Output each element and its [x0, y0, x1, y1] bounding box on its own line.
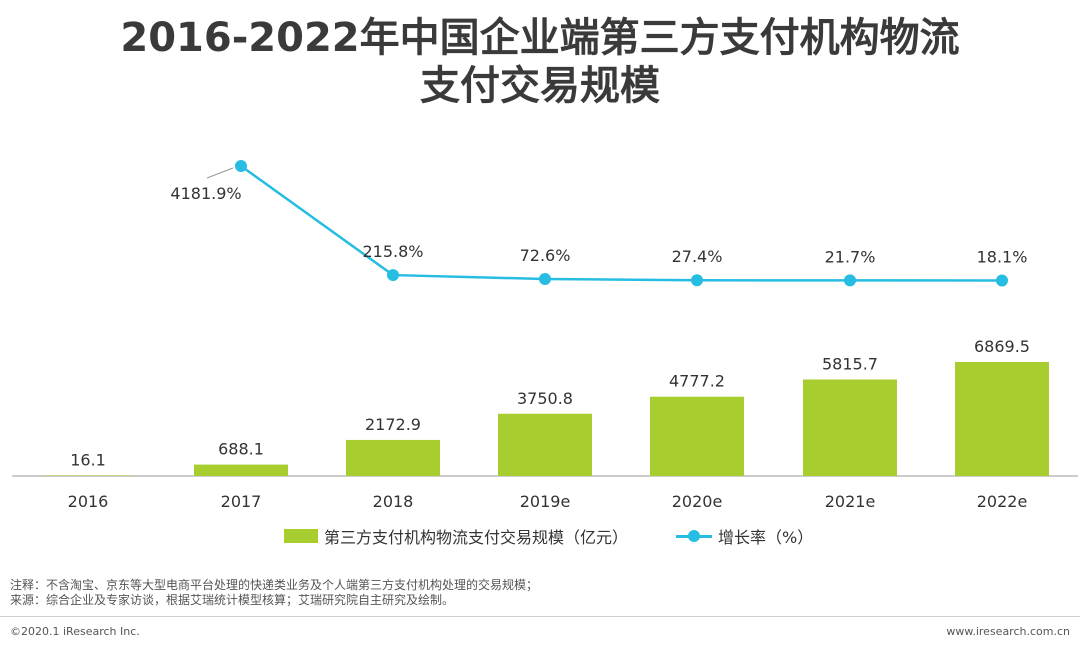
- growth-line: [240, 164, 1003, 282]
- x-tick-2022e: 2022e: [977, 492, 1028, 511]
- legend-swatch-line: [676, 529, 712, 543]
- x-tick-2019e: 2019e: [520, 492, 571, 511]
- x-tick-2018: 2018: [373, 492, 414, 511]
- legend-label-volume: 第三方支付机构物流支付交易规模（亿元）: [324, 528, 629, 547]
- growth-label-2020e: 27.4%: [672, 247, 723, 266]
- bar-label-2019e: 3750.8: [517, 389, 573, 408]
- growth-point-2022e: [996, 274, 1008, 287]
- bar-2016: [41, 475, 135, 476]
- legend-swatch-bar: [284, 529, 318, 543]
- bar-label-2018: 2172.9: [365, 415, 421, 434]
- growth-point-2017: [235, 160, 247, 172]
- bar-2021e: [803, 379, 897, 476]
- bar-label-2022e: 6869.5: [974, 337, 1030, 356]
- x-tick-2020e: 2020e: [672, 492, 723, 511]
- copyright: ©2020.1 iResearch Inc.: [10, 625, 140, 638]
- source-text: 来源：综合企业及专家访谈，根据艾瑞统计模型核算；艾瑞研究院自主研究及绘制。: [10, 593, 455, 607]
- growth-point-2019e: [539, 273, 551, 286]
- growth-label-2018: 215.8%: [362, 242, 423, 261]
- growth-point-2020e: [691, 274, 703, 287]
- growth-point-2018: [387, 269, 399, 282]
- bar-label-2016: 16.1: [70, 451, 106, 470]
- bar-2018: [346, 439, 440, 476]
- growth-label-2017: 4181.9%: [170, 184, 241, 203]
- x-tick-2016: 2016: [68, 492, 109, 511]
- legend-item-growth[interactable]: 增长率（%）: [676, 524, 813, 548]
- chart-legend: 第三方支付机构物流支付交易规模（亿元） 增长率（%）: [0, 524, 1080, 550]
- bar-2022e: [955, 362, 1049, 476]
- website-link[interactable]: www.iresearch.com.cn: [946, 625, 1070, 638]
- chart-canvas: 16.1 2016 688.1 2017 2172.9 2018 3750.8 2019e 47…: [12, 160, 1078, 511]
- notes: 注释：不含淘宝、京东等大型电商平台处理的快递类业务及个人端第三方支付机构处理的交…: [10, 578, 538, 608]
- growth-label-leader-2017: [206, 167, 234, 179]
- x-tick-2021e: 2021e: [825, 492, 876, 511]
- bar-label-2021e: 5815.7: [822, 354, 878, 373]
- bar-label-2017: 688.1: [218, 440, 264, 459]
- growth-label-2022e: 18.1%: [977, 248, 1028, 267]
- growth-label-2021e: 21.7%: [825, 247, 876, 266]
- chart-title-line-1: 2016-2022年中国企业端第三方支付机构物流: [120, 15, 960, 61]
- growth-label-2019e: 72.6%: [520, 246, 571, 265]
- growth-point-2021e: [844, 274, 856, 287]
- legend-label-growth: 增长率（%）: [718, 528, 814, 547]
- footer-divider: [0, 616, 1080, 617]
- chart-title: 2016-2022年中国企业端第三方支付机构物流 支付交易规模: [0, 14, 1080, 110]
- x-tick-2017: 2017: [221, 492, 262, 511]
- bar-2019e: [498, 413, 592, 476]
- chart-title-line-2: 支付交易规模: [420, 63, 660, 109]
- legend-item-volume[interactable]: 第三方支付机构物流支付交易规模（亿元）: [284, 524, 628, 548]
- bar-label-2020e: 4777.2: [669, 372, 725, 391]
- bar-2020e: [650, 396, 744, 476]
- bar-2017: [194, 464, 288, 476]
- note-text: 注释：不含淘宝、京东等大型电商平台处理的快递类业务及个人端第三方支付机构处理的交…: [10, 578, 539, 592]
